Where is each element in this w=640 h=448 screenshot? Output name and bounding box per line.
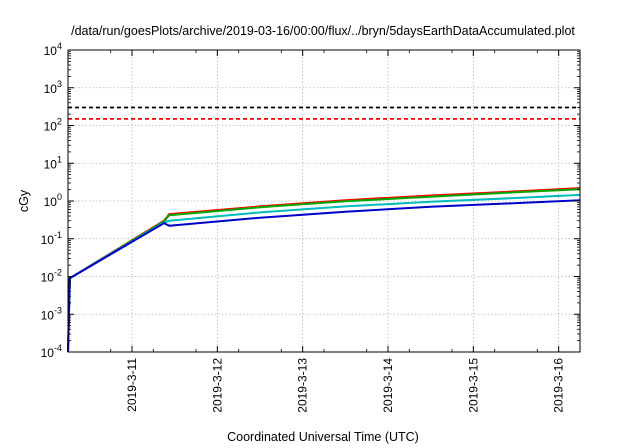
y-tick-label: 100 — [44, 192, 62, 209]
x-axis-label: Coordinated Universal Time (UTC) — [227, 430, 419, 444]
y-tick-label: 103 — [44, 79, 62, 96]
x-tick-label: 2019-3-12 — [210, 358, 224, 413]
x-tick-label: 2019-3-15 — [466, 358, 480, 413]
series-line — [67, 199, 581, 353]
y-axis-label: cGy — [17, 189, 31, 212]
y-tick-label: 10-1 — [41, 230, 62, 247]
y-tick-label: 10-3 — [41, 305, 62, 322]
x-tick-label: 2019-3-14 — [381, 358, 395, 413]
axis-ticks: 10-4 10-3 10-2 10-1 100 101 102 103 104 2019-3-11… — [41, 41, 580, 413]
x-tick-label: 2019-3-13 — [296, 358, 310, 413]
series-line — [67, 193, 581, 353]
reference-lines — [68, 106, 580, 120]
y-tick-label: 104 — [44, 41, 62, 58]
y-tick-label: 101 — [44, 154, 62, 171]
x-tick-label: 2019-3-11 — [125, 358, 139, 412]
series-lines — [67, 187, 581, 353]
y-tick-label: 10-4 — [41, 343, 62, 360]
y-tick-label: 102 — [44, 117, 62, 134]
y-tick-label: 10-2 — [41, 268, 62, 285]
x-tick-label: 2019-3-16 — [552, 358, 566, 413]
chart-title: /data/run/goesPlots/archive/2019-03-16/0… — [71, 24, 575, 38]
